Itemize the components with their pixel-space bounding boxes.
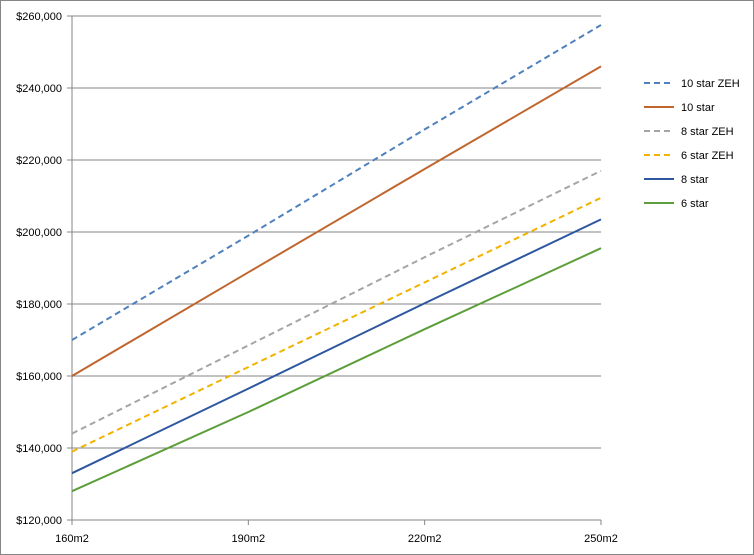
y-tick-label: $140,000 [16, 443, 62, 455]
x-tick-label: 220m2 [408, 533, 442, 545]
series-line [71, 247, 602, 493]
y-tick-label: $260,000 [16, 11, 62, 23]
y-tick-label: $160,000 [16, 371, 62, 383]
x-tick-label: 190m2 [232, 533, 266, 545]
x-axis-tick-labels: 160m2 190m2 220m2 250m2 [55, 533, 618, 545]
gridlines [72, 15, 601, 449]
y-tick-label: $120,000 [16, 515, 62, 527]
series-line [71, 65, 602, 377]
y-axis-tick-labels: $120,000 $140,000 $160,000 $180,000 $200,000… [16, 11, 62, 527]
x-tick-label: 160m2 [55, 533, 89, 545]
series-line [71, 196, 602, 453]
series-line [71, 218, 602, 475]
series-line [71, 169, 602, 435]
y-tick-label: $240,000 [16, 83, 62, 95]
x-tick-label: 250m2 [584, 533, 618, 545]
legend-label: 8 star [681, 174, 709, 186]
legend-label: 8 star ZEH [681, 126, 734, 138]
legend-label: 10 star [681, 102, 715, 114]
y-tick-label: $180,000 [16, 299, 62, 311]
legend-label: 6 star ZEH [681, 150, 734, 162]
legend-label: 6 star [681, 198, 709, 210]
y-tick-label: $220,000 [16, 155, 62, 167]
legend-label: 10 star ZEH [681, 78, 740, 90]
series-line [71, 24, 602, 341]
axes [67, 15, 602, 525]
series-lines [71, 24, 602, 493]
legend: 10 star ZEH 10 star 8 star ZEH 6 star ZEH 8 … [644, 78, 740, 210]
y-tick-label: $200,000 [16, 227, 62, 239]
